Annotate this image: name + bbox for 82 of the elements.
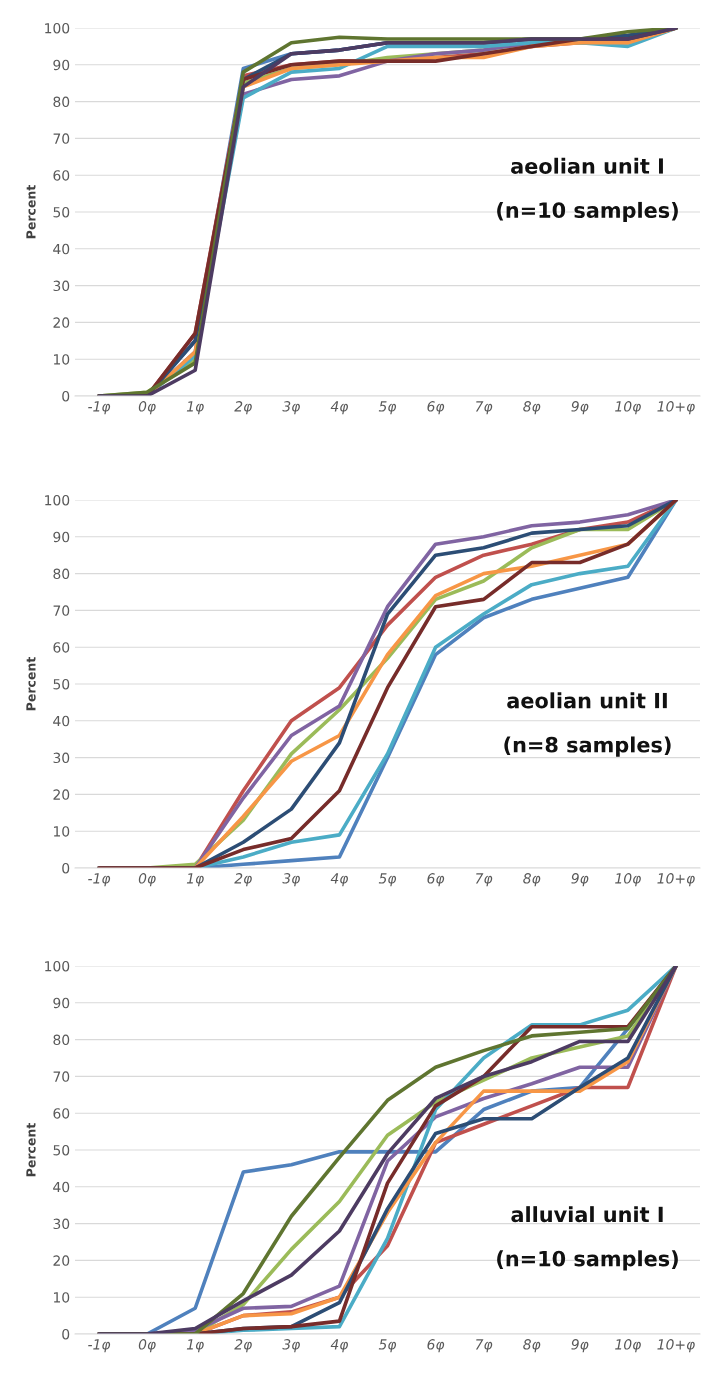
x-tick-label: 6φ (427, 401, 445, 415)
x-tick-label: 2φ (234, 401, 252, 415)
x-tick-label: 10φ (615, 873, 641, 887)
x-tick-label: 3φ (282, 1339, 300, 1353)
y-tick-label: 50 (53, 206, 70, 218)
y-tick-label: 40 (53, 243, 70, 255)
y-tick-label: 70 (53, 1071, 70, 1082)
y-tick-label: 50 (53, 1144, 70, 1156)
y-axis-title: Percent (26, 185, 36, 239)
y-tick-label: 70 (53, 133, 70, 144)
x-tick-label: 3φ (282, 873, 300, 887)
x-tick-label: 0φ (138, 1339, 156, 1353)
x-tick-label: 7φ (475, 1339, 493, 1353)
y-tick-label: 30 (53, 1218, 70, 1230)
y-axis-title: Percent (26, 1123, 36, 1177)
x-tick-label: -1φ (88, 401, 111, 415)
annotation: aeolian unit II (507, 692, 667, 709)
x-tick-label: 10+φ (657, 1339, 695, 1353)
x-tick-label: 9φ (571, 401, 589, 415)
y-tick-label: 50 (53, 678, 70, 690)
y-tick-label: 90 (53, 59, 70, 71)
x-tick-label: 5φ (378, 1339, 397, 1353)
x-tick-label: -1φ (88, 1339, 111, 1353)
y-tick-label: 30 (53, 752, 70, 764)
x-tick-label: 10+φ (657, 873, 695, 887)
x-tick-label: 1φ (186, 1339, 204, 1353)
x-tick-label: 6φ (427, 873, 445, 887)
x-tick-label: 0φ (138, 873, 156, 887)
y-tick-label: 20 (53, 317, 70, 328)
y-tick-label: 0 (62, 862, 70, 874)
x-tick-label: 1φ (186, 873, 204, 887)
x-tick-label: 2φ (234, 1339, 252, 1353)
annotation: alluvial unit I (511, 1206, 663, 1223)
x-tick-label: 0φ (138, 401, 156, 415)
annotation: (n=10 samples) (497, 201, 678, 223)
annotation: (n=10 samples) (497, 1250, 678, 1271)
x-tick-label: 2φ (234, 873, 252, 887)
y-tick-label: 90 (53, 997, 70, 1009)
annotation: aeolian unit I (511, 157, 663, 174)
y-tick-label: 30 (53, 280, 70, 292)
y-tick-label: 10 (53, 826, 70, 837)
y-tick-label: 80 (53, 1034, 70, 1046)
y-tick-label: 0 (62, 1328, 70, 1340)
y-tick-label: 90 (53, 531, 70, 543)
x-tick-label: 4φ (330, 1339, 349, 1353)
y-tick-label: 60 (53, 642, 70, 653)
x-tick-label: -1φ (88, 873, 111, 887)
x-tick-label: 5φ (378, 873, 397, 887)
y-tick-label: 60 (53, 1108, 70, 1119)
y-tick-label: 70 (53, 605, 70, 616)
y-tick-label: 100 (45, 960, 70, 972)
x-tick-label: 10+φ (657, 401, 695, 415)
y-tick-label: 80 (53, 568, 70, 580)
y-tick-label: 100 (45, 22, 70, 34)
annotation: (n=8 samples) (504, 736, 671, 757)
x-tick-label: 9φ (571, 1339, 589, 1353)
x-tick-label: 5φ (378, 401, 397, 415)
y-tick-label: 40 (53, 715, 70, 727)
x-tick-label: 10φ (615, 401, 641, 415)
x-tick-label: 8φ (523, 1339, 541, 1353)
x-tick-label: 4φ (330, 873, 349, 887)
y-tick-label: 20 (53, 1255, 70, 1266)
y-tick-label: 80 (53, 96, 70, 108)
line-series (97, 966, 678, 1334)
x-tick-label: 9φ (571, 873, 589, 887)
y-tick-label: 10 (53, 1292, 70, 1303)
x-tick-label: 8φ (523, 873, 541, 887)
x-tick-label: 8φ (523, 401, 541, 415)
x-tick-label: 1φ (186, 401, 204, 415)
x-tick-label: 7φ (475, 401, 493, 415)
x-tick-label: 3φ (282, 401, 300, 415)
x-tick-label: 7φ (475, 873, 493, 887)
x-tick-label: 10φ (615, 1339, 641, 1353)
y-axis-title: Percent (26, 657, 36, 711)
y-tick-label: 40 (53, 1181, 70, 1193)
y-tick-label: 100 (45, 494, 70, 506)
y-tick-label: 60 (53, 170, 70, 181)
y-tick-label: 0 (62, 390, 70, 402)
y-tick-label: 20 (53, 789, 70, 800)
x-tick-label: 4φ (330, 401, 349, 415)
x-tick-label: 6φ (427, 1339, 445, 1353)
y-tick-label: 10 (53, 354, 70, 365)
